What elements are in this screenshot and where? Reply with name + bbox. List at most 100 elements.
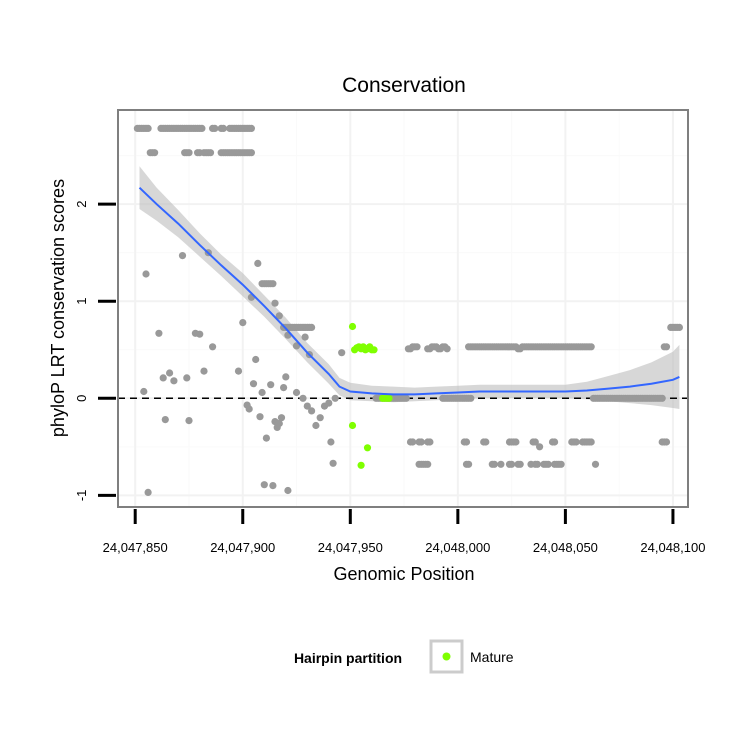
point-other: [161, 416, 169, 424]
point-other: [292, 342, 301, 350]
point-other: [512, 438, 520, 446]
point-other: [275, 312, 283, 320]
point-other: [465, 460, 473, 468]
x-tick-label: 24,047,950: [318, 540, 383, 555]
point-mature: [348, 322, 357, 331]
legend-label-mature: Mature: [470, 649, 514, 665]
legend: Hairpin partition Mature: [294, 639, 514, 674]
point-other: [219, 124, 227, 132]
y-tick-label: -1: [74, 490, 89, 502]
point-other: [159, 374, 167, 382]
point-other: [516, 460, 524, 468]
x-tick-label: 24,048,050: [533, 540, 598, 555]
point-other: [308, 323, 316, 331]
point-other: [497, 460, 505, 468]
point-other: [662, 438, 671, 446]
y-axis: -1 0 1 2: [74, 201, 116, 502]
point-other: [327, 438, 335, 446]
point-other: [424, 460, 432, 468]
point-other: [198, 124, 206, 132]
point-other: [587, 343, 595, 351]
plot-border: [117, 109, 689, 508]
point-other: [166, 369, 174, 377]
point-other: [254, 259, 262, 267]
point-other: [252, 355, 260, 364]
point-other: [269, 482, 277, 490]
point-other: [591, 460, 600, 468]
point-mature: [348, 421, 357, 430]
point-other: [196, 330, 204, 338]
point-other: [531, 438, 539, 446]
point-other: [275, 419, 283, 428]
point-other: [155, 329, 163, 337]
point-other: [402, 394, 410, 402]
point-other: [185, 417, 193, 425]
y-axis-label: phyloP LRT conservation scores: [48, 179, 68, 437]
point-other: [325, 399, 333, 407]
legend-key-mature-dot: [442, 652, 451, 661]
point-other: [200, 367, 208, 375]
point-other: [260, 481, 268, 489]
point-other: [211, 124, 219, 132]
point-other: [417, 438, 425, 446]
point-other: [482, 438, 490, 446]
y-tick-label: 0: [74, 395, 89, 402]
point-other: [239, 319, 247, 327]
x-axis: 24,047,850 24,047,900 24,047,950 24,048,000…: [103, 509, 705, 555]
point-mature: [385, 394, 393, 402]
point-other: [557, 460, 565, 468]
point-other: [245, 405, 253, 413]
point-other: [536, 443, 544, 451]
point-other: [508, 460, 516, 468]
x-axis-label: Genomic Position: [333, 564, 474, 584]
point-other: [308, 407, 316, 415]
point-other: [183, 374, 191, 382]
point-other: [662, 343, 671, 351]
point-other: [234, 367, 243, 375]
point-other: [282, 373, 290, 381]
point-other: [316, 414, 324, 422]
point-other: [142, 270, 150, 278]
point-other: [331, 394, 339, 402]
point-other: [178, 252, 187, 260]
point-other: [247, 124, 255, 132]
point-other: [140, 387, 148, 396]
point-other: [269, 280, 277, 288]
point-other: [258, 388, 266, 397]
point-other: [247, 149, 255, 157]
x-tick-label: 24,048,100: [640, 540, 705, 555]
point-mature: [370, 346, 378, 354]
point-other: [413, 343, 421, 351]
point-other: [209, 343, 217, 351]
point-other: [551, 438, 559, 446]
point-other: [267, 381, 275, 389]
plot-panel: [118, 110, 688, 507]
point-mature: [363, 444, 372, 452]
smooth-line: [138, 186, 680, 396]
scatter-points: [133, 124, 684, 496]
point-other: [206, 149, 215, 157]
point-other: [467, 394, 475, 402]
point-other: [262, 434, 270, 442]
point-other: [299, 394, 307, 402]
point-other: [338, 349, 346, 357]
point-other: [409, 438, 417, 446]
point-other: [301, 333, 309, 341]
point-other: [284, 486, 292, 495]
point-other: [144, 488, 152, 496]
point-other: [256, 413, 264, 421]
point-other: [675, 323, 684, 331]
point-other: [277, 414, 286, 422]
smooth-confidence-band: [139, 166, 680, 409]
point-other: [249, 380, 258, 388]
point-other: [303, 402, 311, 410]
point-other: [185, 149, 193, 157]
point-other: [144, 124, 152, 132]
y-tick-label: 2: [74, 201, 89, 208]
point-other: [151, 149, 159, 157]
point-other: [533, 460, 542, 468]
confidence-band: [139, 166, 680, 409]
x-tick-label: 24,047,850: [103, 540, 168, 555]
x-tick-label: 24,047,900: [210, 540, 275, 555]
